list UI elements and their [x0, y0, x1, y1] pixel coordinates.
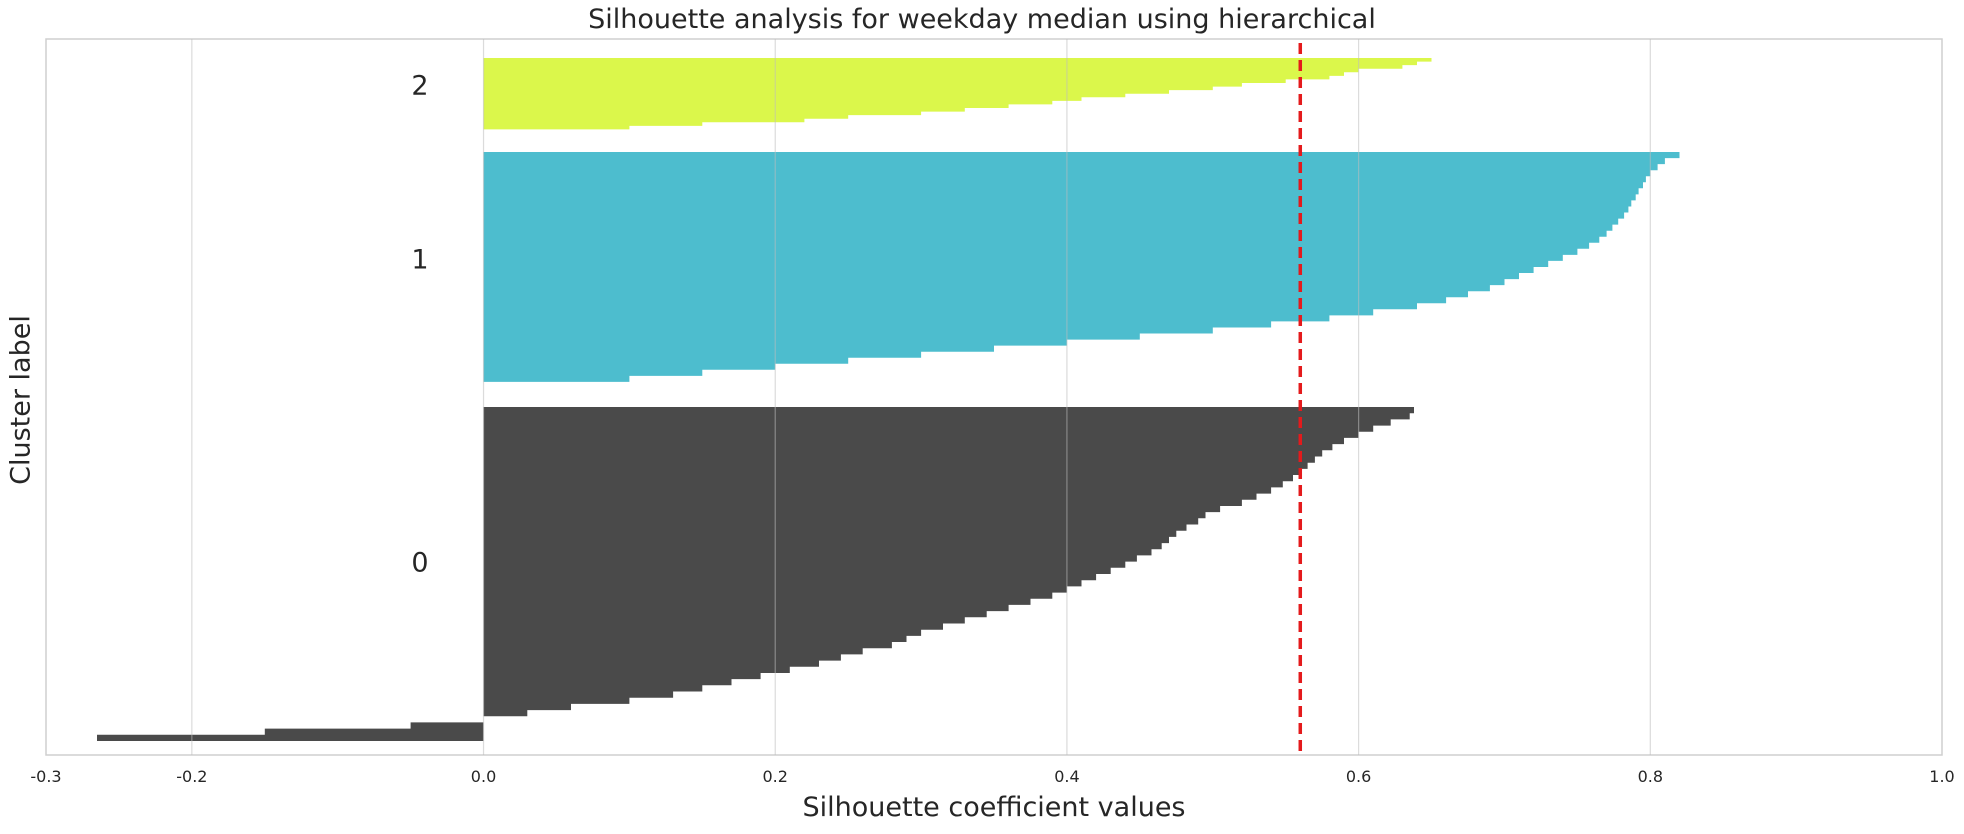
x-tick-label: 0.6 [1346, 767, 1371, 786]
cluster-0-label: 0 [411, 548, 428, 579]
cluster-2-label: 2 [411, 71, 428, 102]
x-tick-label: 1.0 [1929, 767, 1954, 786]
x-tick-label: 0.2 [763, 767, 788, 786]
x-tick-label: 0.0 [471, 767, 496, 786]
x-axis-label: Silhouette coefficient values [802, 792, 1186, 823]
plot-frame [45, 38, 1943, 756]
x-tick-label: 0.4 [1054, 767, 1079, 786]
chart-title: Silhouette analysis for weekday median u… [588, 4, 1376, 35]
x-tick-label: -0.3 [30, 767, 61, 786]
cluster-1-label: 1 [411, 245, 428, 276]
cluster-1-silhouette [483, 152, 1680, 388]
x-tick-label: 0.8 [1638, 767, 1663, 786]
y-axis-label: Cluster label [5, 315, 37, 485]
cluster-2-silhouette [483, 58, 1432, 133]
x-tick-label: -0.2 [176, 767, 207, 786]
cluster-0-silhouette [97, 407, 1414, 741]
